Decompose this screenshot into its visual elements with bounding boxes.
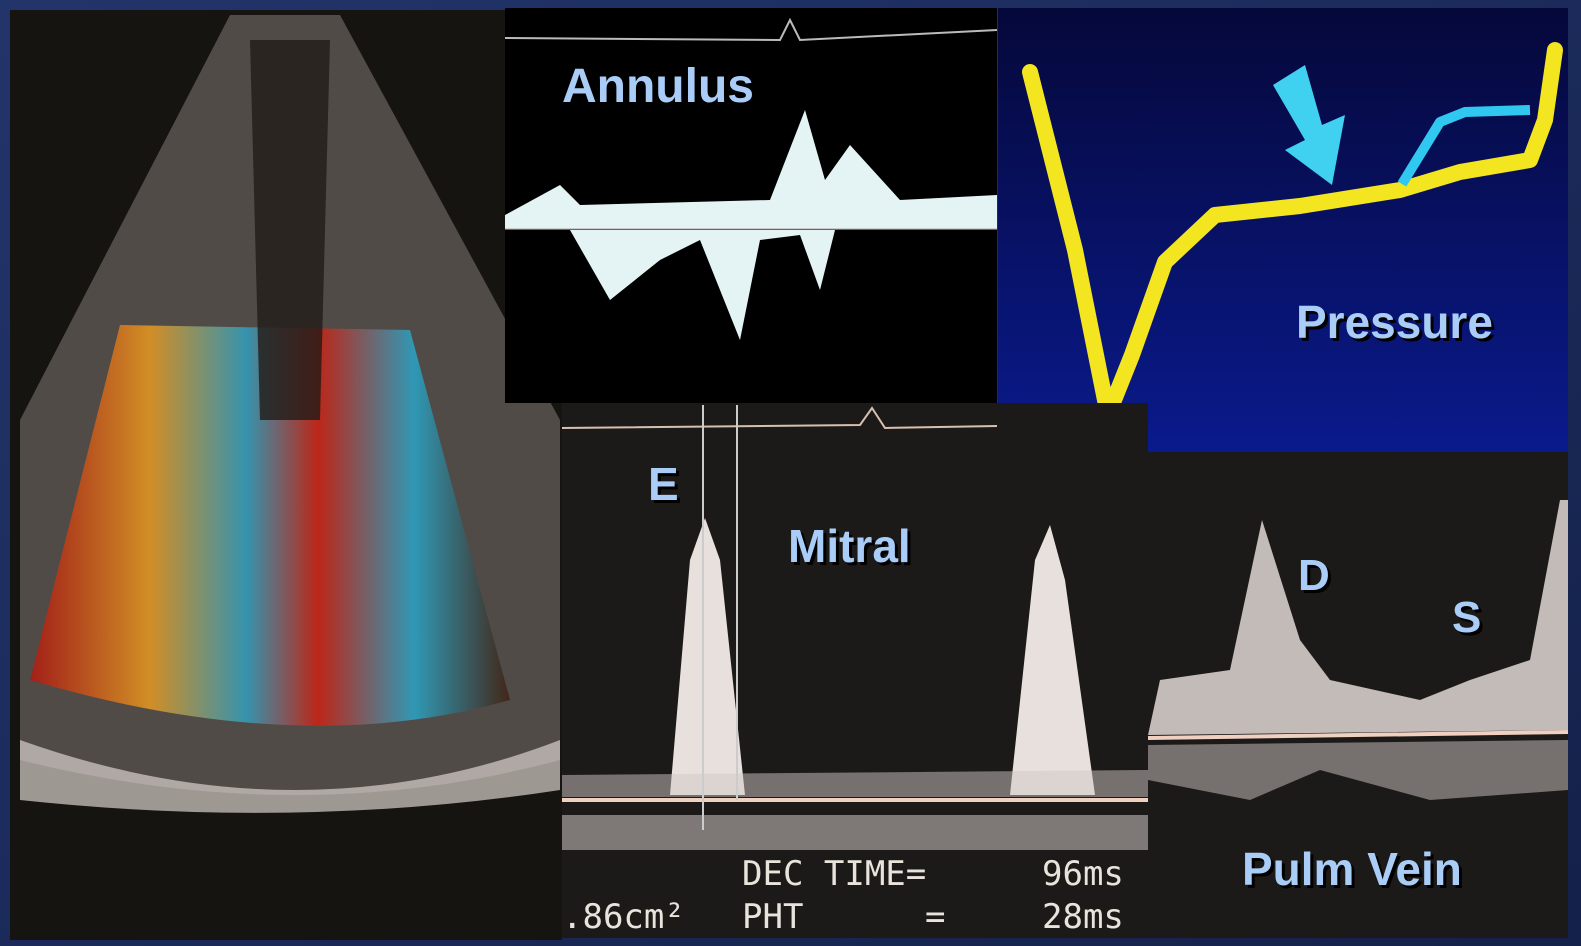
dec-time-label: DEC TIME= [742,854,926,894]
mitral-label: Mitral [788,520,911,572]
slide: Annulus Pressure E Mitral DEC TIME= 96ms… [0,0,1581,946]
pht-label: PHT [742,897,803,937]
pressure-label: Pressure [1296,296,1493,348]
echo-chamber [250,40,330,420]
pulm-vein-label: Pulm Vein [1242,843,1462,895]
area-value: .86cm² [562,897,685,937]
annulus-label: Annulus [562,60,754,113]
pressure-panel [998,8,1568,452]
pht-value: 28ms [1042,897,1124,937]
d-label: D [1298,551,1330,600]
e-label: E [648,458,679,510]
dec-time-value: 96ms [1042,854,1124,894]
mitral-reverse [562,815,1148,850]
s-label: S [1452,593,1481,642]
pht-equals: = [925,897,945,937]
